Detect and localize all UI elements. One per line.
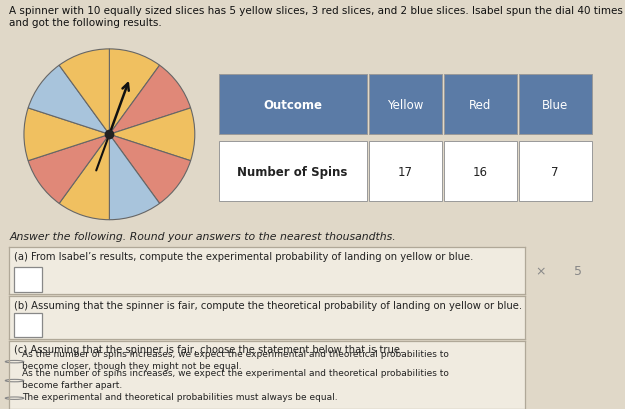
- Text: Answer the following. Round your answers to the nearest thousandths.: Answer the following. Round your answers…: [9, 231, 396, 241]
- Bar: [444, 75, 517, 135]
- Text: Yellow: Yellow: [387, 99, 423, 112]
- Wedge shape: [109, 135, 159, 220]
- Text: (c) Assuming that the spinner is fair, choose the statement below that is true.: (c) Assuming that the spinner is fair, c…: [14, 344, 402, 354]
- Wedge shape: [109, 66, 191, 135]
- Bar: [369, 142, 442, 202]
- Text: (b) Assuming that the spinner is fair, compute the theoretical probability of la: (b) Assuming that the spinner is fair, c…: [14, 300, 522, 310]
- Bar: [219, 75, 367, 135]
- Wedge shape: [59, 135, 109, 220]
- Wedge shape: [109, 109, 195, 161]
- Text: As the number of spins increases, we expect the experimental and theoretical pro: As the number of spins increases, we exp…: [22, 349, 449, 370]
- Wedge shape: [59, 50, 109, 135]
- Bar: [219, 142, 367, 202]
- Wedge shape: [24, 109, 109, 161]
- Bar: [14, 267, 42, 292]
- Wedge shape: [109, 50, 159, 135]
- Text: A spinner with 10 equally sized slices has 5 yellow slices, 3 red slices, and 2 : A spinner with 10 equally sized slices h…: [9, 6, 623, 28]
- Text: The experimental and theoretical probabilities must always be equal.: The experimental and theoretical probabi…: [22, 392, 338, 401]
- Text: Blue: Blue: [542, 99, 568, 112]
- Text: 17: 17: [398, 165, 412, 178]
- Bar: [14, 314, 42, 337]
- Wedge shape: [28, 135, 109, 204]
- Bar: [369, 75, 442, 135]
- Text: Outcome: Outcome: [263, 99, 322, 112]
- Bar: [519, 75, 592, 135]
- Text: 16: 16: [472, 165, 488, 178]
- Text: (a) From Isabel’s results, compute the experimental probability of landing on ye: (a) From Isabel’s results, compute the e…: [14, 251, 473, 261]
- Text: Red: Red: [469, 99, 491, 112]
- Bar: [444, 142, 517, 202]
- Wedge shape: [109, 135, 191, 204]
- Text: As the number of spins increases, we expect the experimental and theoretical pro: As the number of spins increases, we exp…: [22, 368, 449, 389]
- Text: 7: 7: [551, 165, 559, 178]
- Bar: [519, 142, 592, 202]
- Text: ×: ×: [536, 265, 546, 277]
- Wedge shape: [28, 66, 109, 135]
- Text: 5: 5: [574, 265, 582, 277]
- Text: Number of Spins: Number of Spins: [238, 165, 348, 178]
